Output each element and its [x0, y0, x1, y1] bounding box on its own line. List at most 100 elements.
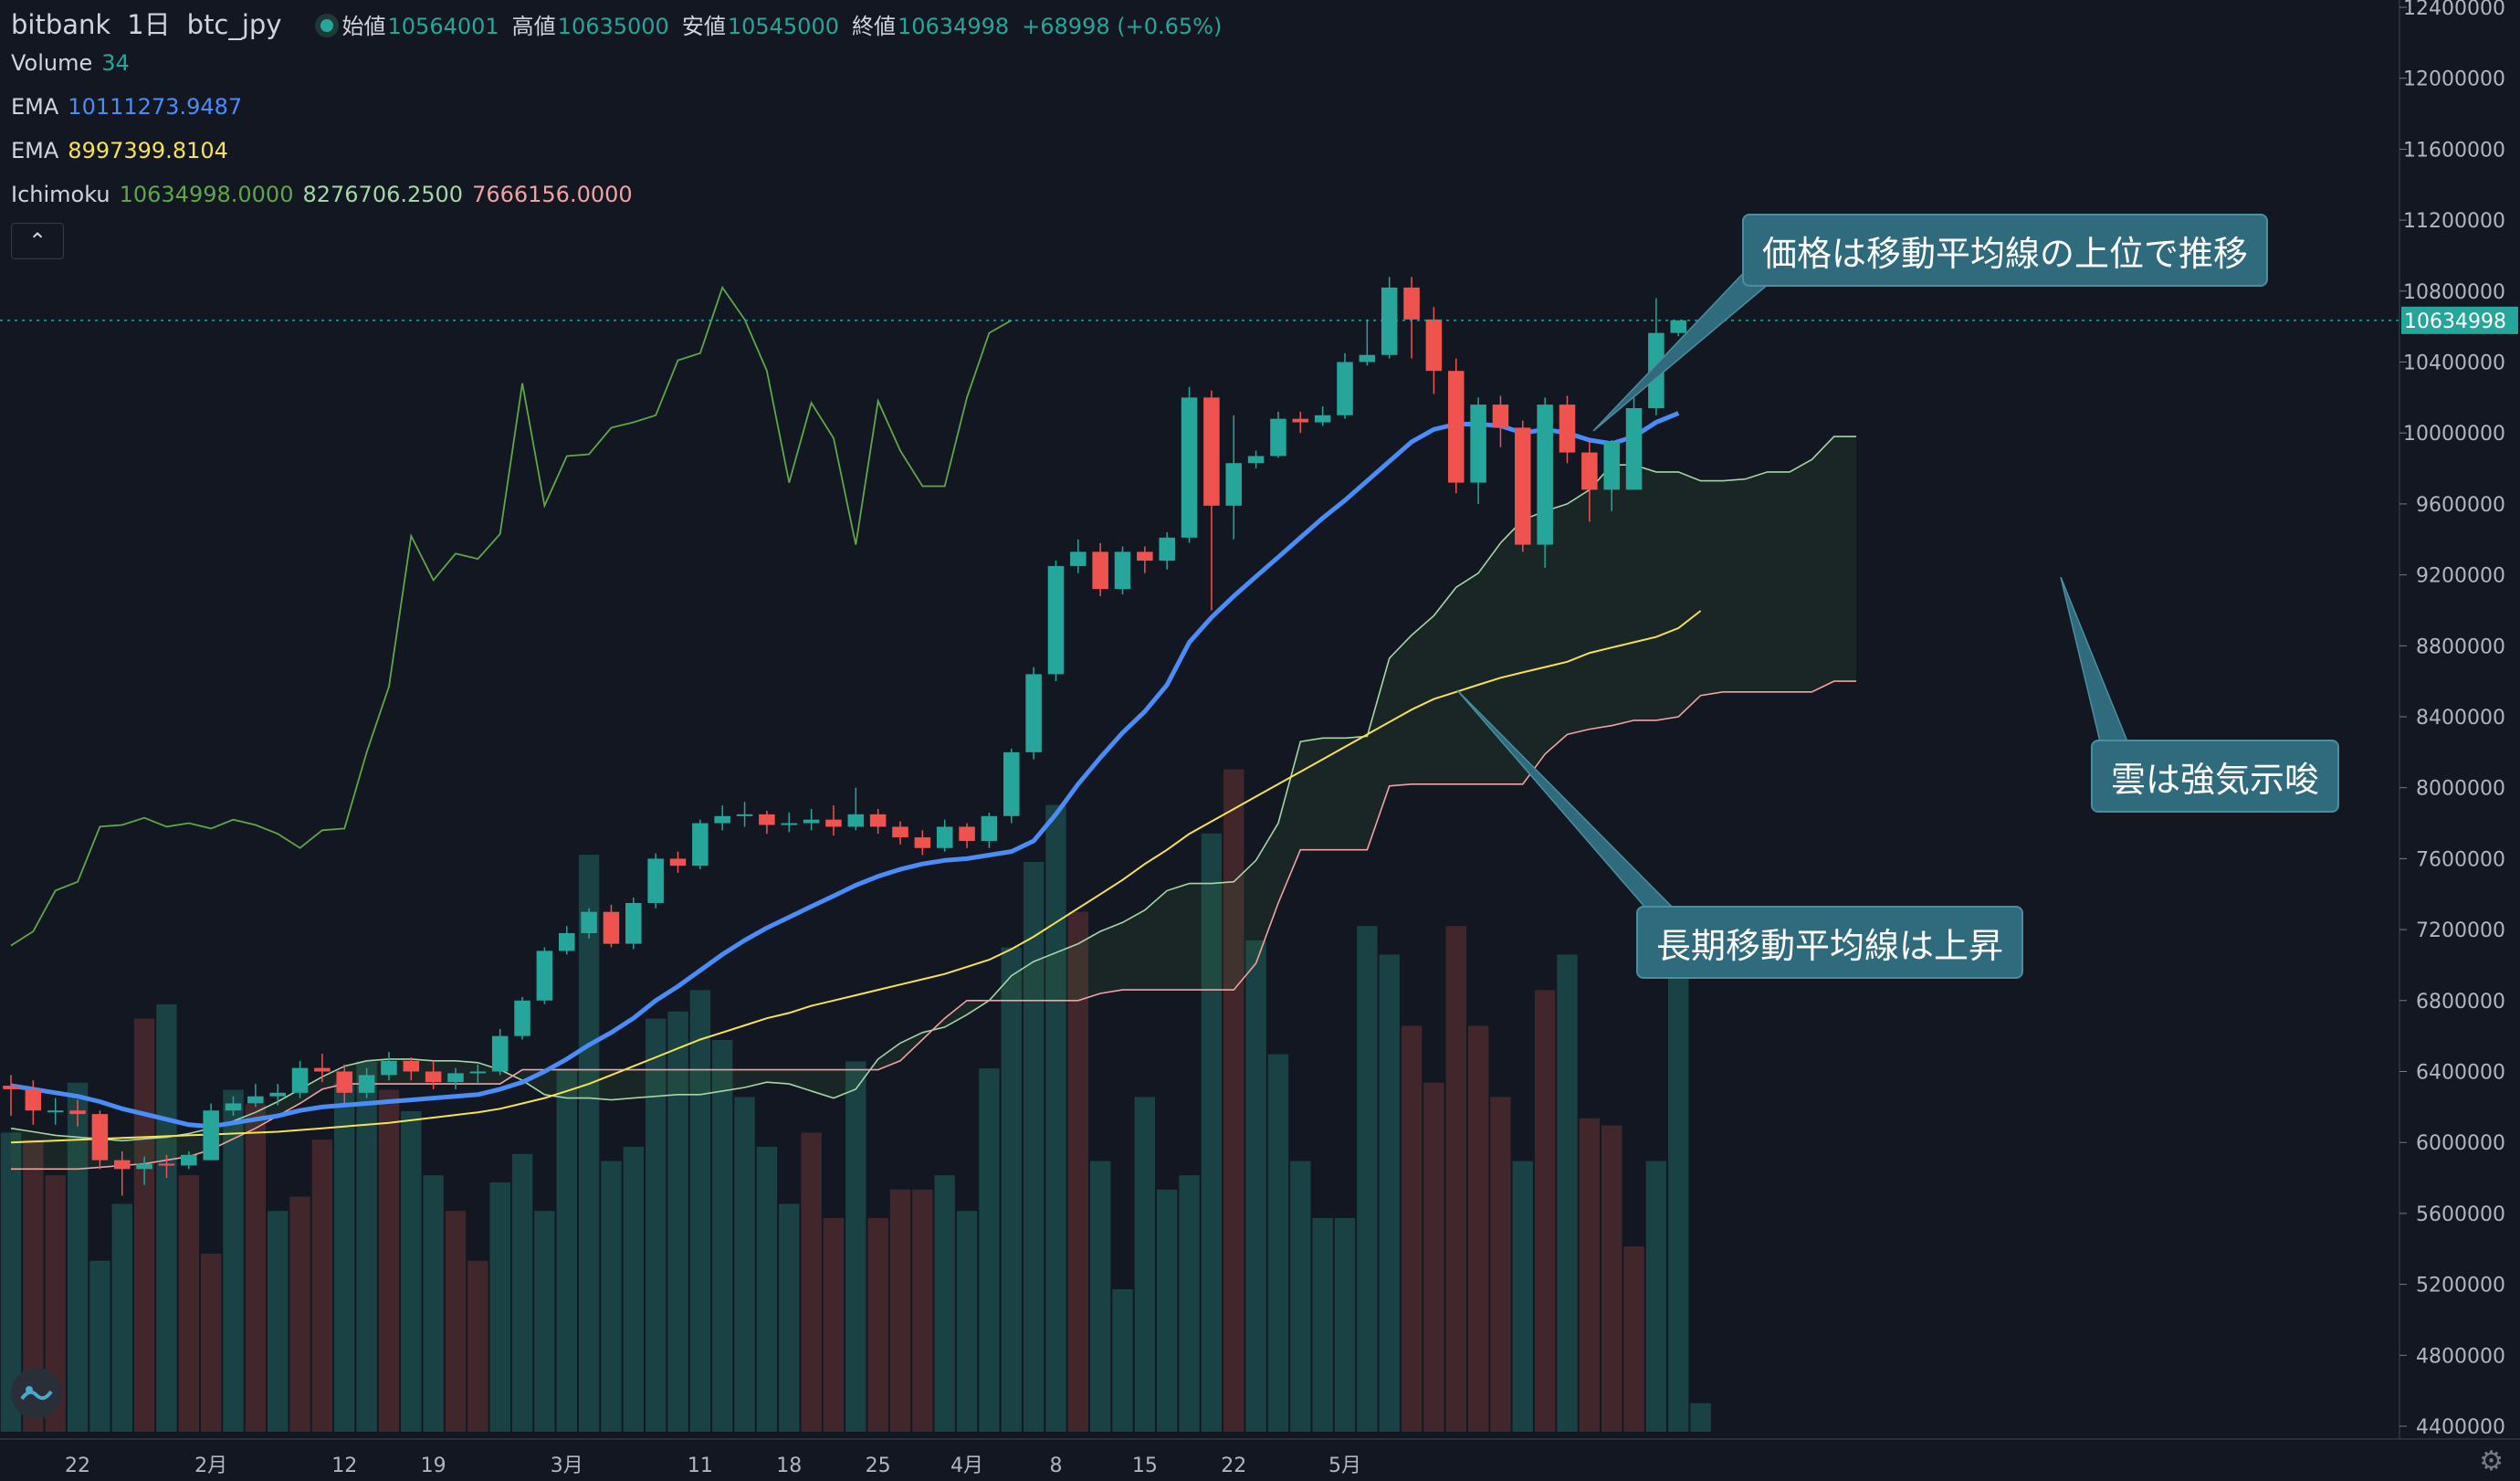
- price-tick-label: 12000000: [2403, 68, 2505, 91]
- ema-fast-value: 10111273.9487: [68, 94, 243, 120]
- candle-body: [936, 826, 953, 848]
- current-price-tag: [2401, 306, 2518, 334]
- change-value: +68998 (+0.65%): [1022, 14, 1223, 39]
- candle-body: [869, 814, 887, 827]
- ema-fast-label: EMA: [11, 94, 59, 120]
- volume-bar: [1490, 1097, 1511, 1432]
- ema-fast-legend[interactable]: EMA 10111273.9487: [11, 94, 251, 120]
- time-tick-label: 4月: [950, 1455, 983, 1477]
- candle-body: [1225, 463, 1243, 506]
- time-tick-label: 11: [688, 1455, 713, 1477]
- time-tick-label: 5月: [1328, 1455, 1361, 1477]
- ichimoku-legend[interactable]: Ichimoku 10634998.0000 8276706.2500 7666156…: [11, 182, 642, 207]
- candle-body: [1581, 452, 1598, 490]
- low-value: 10545000: [727, 14, 839, 39]
- candle-body: [1670, 320, 1687, 333]
- senkou-span-b: [11, 680, 1857, 1171]
- open-label: 始値: [341, 14, 386, 39]
- volume-bar: [1089, 1161, 1111, 1432]
- candle-body: [425, 1071, 442, 1083]
- volume-bar: [556, 1068, 577, 1432]
- candle-body: [25, 1088, 42, 1111]
- volume-bar: [1156, 1189, 1178, 1432]
- volume-bar: [1645, 1161, 1667, 1432]
- candle-body: [225, 1103, 242, 1111]
- volume-bar: [1423, 1082, 1444, 1432]
- close-value: 10634998: [897, 14, 1010, 39]
- candle-body: [3, 1086, 19, 1089]
- volume-bar: [1534, 990, 1556, 1432]
- candle-body: [291, 1067, 309, 1093]
- callout-price-above-ma: 価格は移動平均線の上位で推移: [1742, 214, 2269, 287]
- symbol-name[interactable]: btc_jpy: [186, 9, 282, 40]
- time-tick-label: 25: [866, 1455, 891, 1477]
- volume-bar: [467, 1260, 488, 1432]
- high-value: 10635000: [557, 14, 669, 39]
- candle-body: [692, 823, 709, 867]
- price-tick-label: 10000000: [2403, 423, 2505, 446]
- volume-bar: [867, 1218, 888, 1432]
- candle-body: [181, 1154, 197, 1166]
- time-tick-label: 12: [331, 1455, 357, 1477]
- volume-bar: [45, 1175, 66, 1432]
- volume-bar: [534, 1211, 555, 1432]
- candle-body: [314, 1067, 331, 1072]
- exchange-name[interactable]: bitbank: [11, 9, 111, 40]
- settings-gear-icon[interactable]: ⚙: [2479, 1445, 2504, 1477]
- volume-bar: [1179, 1175, 1200, 1432]
- candle-body: [1559, 404, 1576, 453]
- candle-body: [1025, 674, 1042, 752]
- time-tick-label: 3月: [551, 1455, 583, 1477]
- volume-bar: [289, 1196, 310, 1432]
- candle-body: [669, 858, 687, 867]
- volume-bar: [1245, 940, 1266, 1432]
- candle-body: [1425, 319, 1443, 372]
- volume-bar: [1045, 804, 1066, 1432]
- volume-bar: [845, 1061, 866, 1432]
- collapse-legend-button[interactable]: ⌃: [11, 223, 64, 259]
- callout-cloud-bullish: 雲は強気示唆: [2091, 740, 2340, 813]
- volume-bar: [1623, 1246, 1644, 1432]
- price-tick-label: 7200000: [2416, 919, 2505, 942]
- callout-pointers: [1456, 264, 2129, 909]
- candle-body: [1603, 441, 1620, 490]
- volume-bar: [133, 1018, 155, 1432]
- ichimoku-label: Ichimoku: [11, 182, 110, 207]
- volume-bar: [178, 1175, 200, 1432]
- candle-body: [91, 1114, 109, 1161]
- candle-body: [403, 1060, 420, 1072]
- interval-label[interactable]: 1日: [127, 9, 171, 40]
- price-tick-label: 6800000: [2416, 991, 2505, 1014]
- candle-body: [1270, 418, 1286, 457]
- time-axis[interactable]: 22 2月 12 19 3月 11 18 25 4月 8 15 22 5月: [0, 1438, 2520, 1481]
- cloud-fill: [11, 436, 1857, 1170]
- tradingview-logo-icon[interactable]: [11, 1368, 62, 1419]
- candle-body: [714, 815, 730, 824]
- candle-body: [381, 1060, 397, 1076]
- high-label: 高値: [511, 14, 556, 39]
- volume-bar: [645, 1018, 667, 1432]
- price-tick-label: 5200000: [2416, 1275, 2505, 1297]
- candle-body: [536, 951, 553, 1001]
- volume-legend[interactable]: Volume 34: [11, 50, 139, 76]
- candle-body: [1381, 287, 1398, 355]
- volume-bar: [912, 1189, 933, 1432]
- volume-bar: [334, 1082, 355, 1432]
- candle-body: [781, 823, 798, 825]
- volume-bar: [489, 1182, 510, 1432]
- volume-bar: [356, 1061, 377, 1432]
- ema-slow-line: [10, 610, 1702, 1144]
- candle-body: [625, 902, 642, 944]
- candle-body: [469, 1071, 487, 1074]
- volume-bar: [1668, 961, 1689, 1432]
- ema-slow-legend[interactable]: EMA 8997399.8104: [11, 138, 237, 163]
- volume-bar: [623, 1147, 645, 1432]
- price-axis[interactable]: 12400000 12000000 11600000 11200000 10800000…: [2399, 0, 2520, 1481]
- price-tick-label: 5600000: [2416, 1203, 2505, 1226]
- price-tick-label: 11200000: [2403, 210, 2505, 233]
- current-price-tag-label: 10634998: [2404, 310, 2506, 333]
- candle-body: [558, 932, 575, 951]
- candle-body: [1159, 537, 1175, 562]
- candle-body: [358, 1075, 375, 1093]
